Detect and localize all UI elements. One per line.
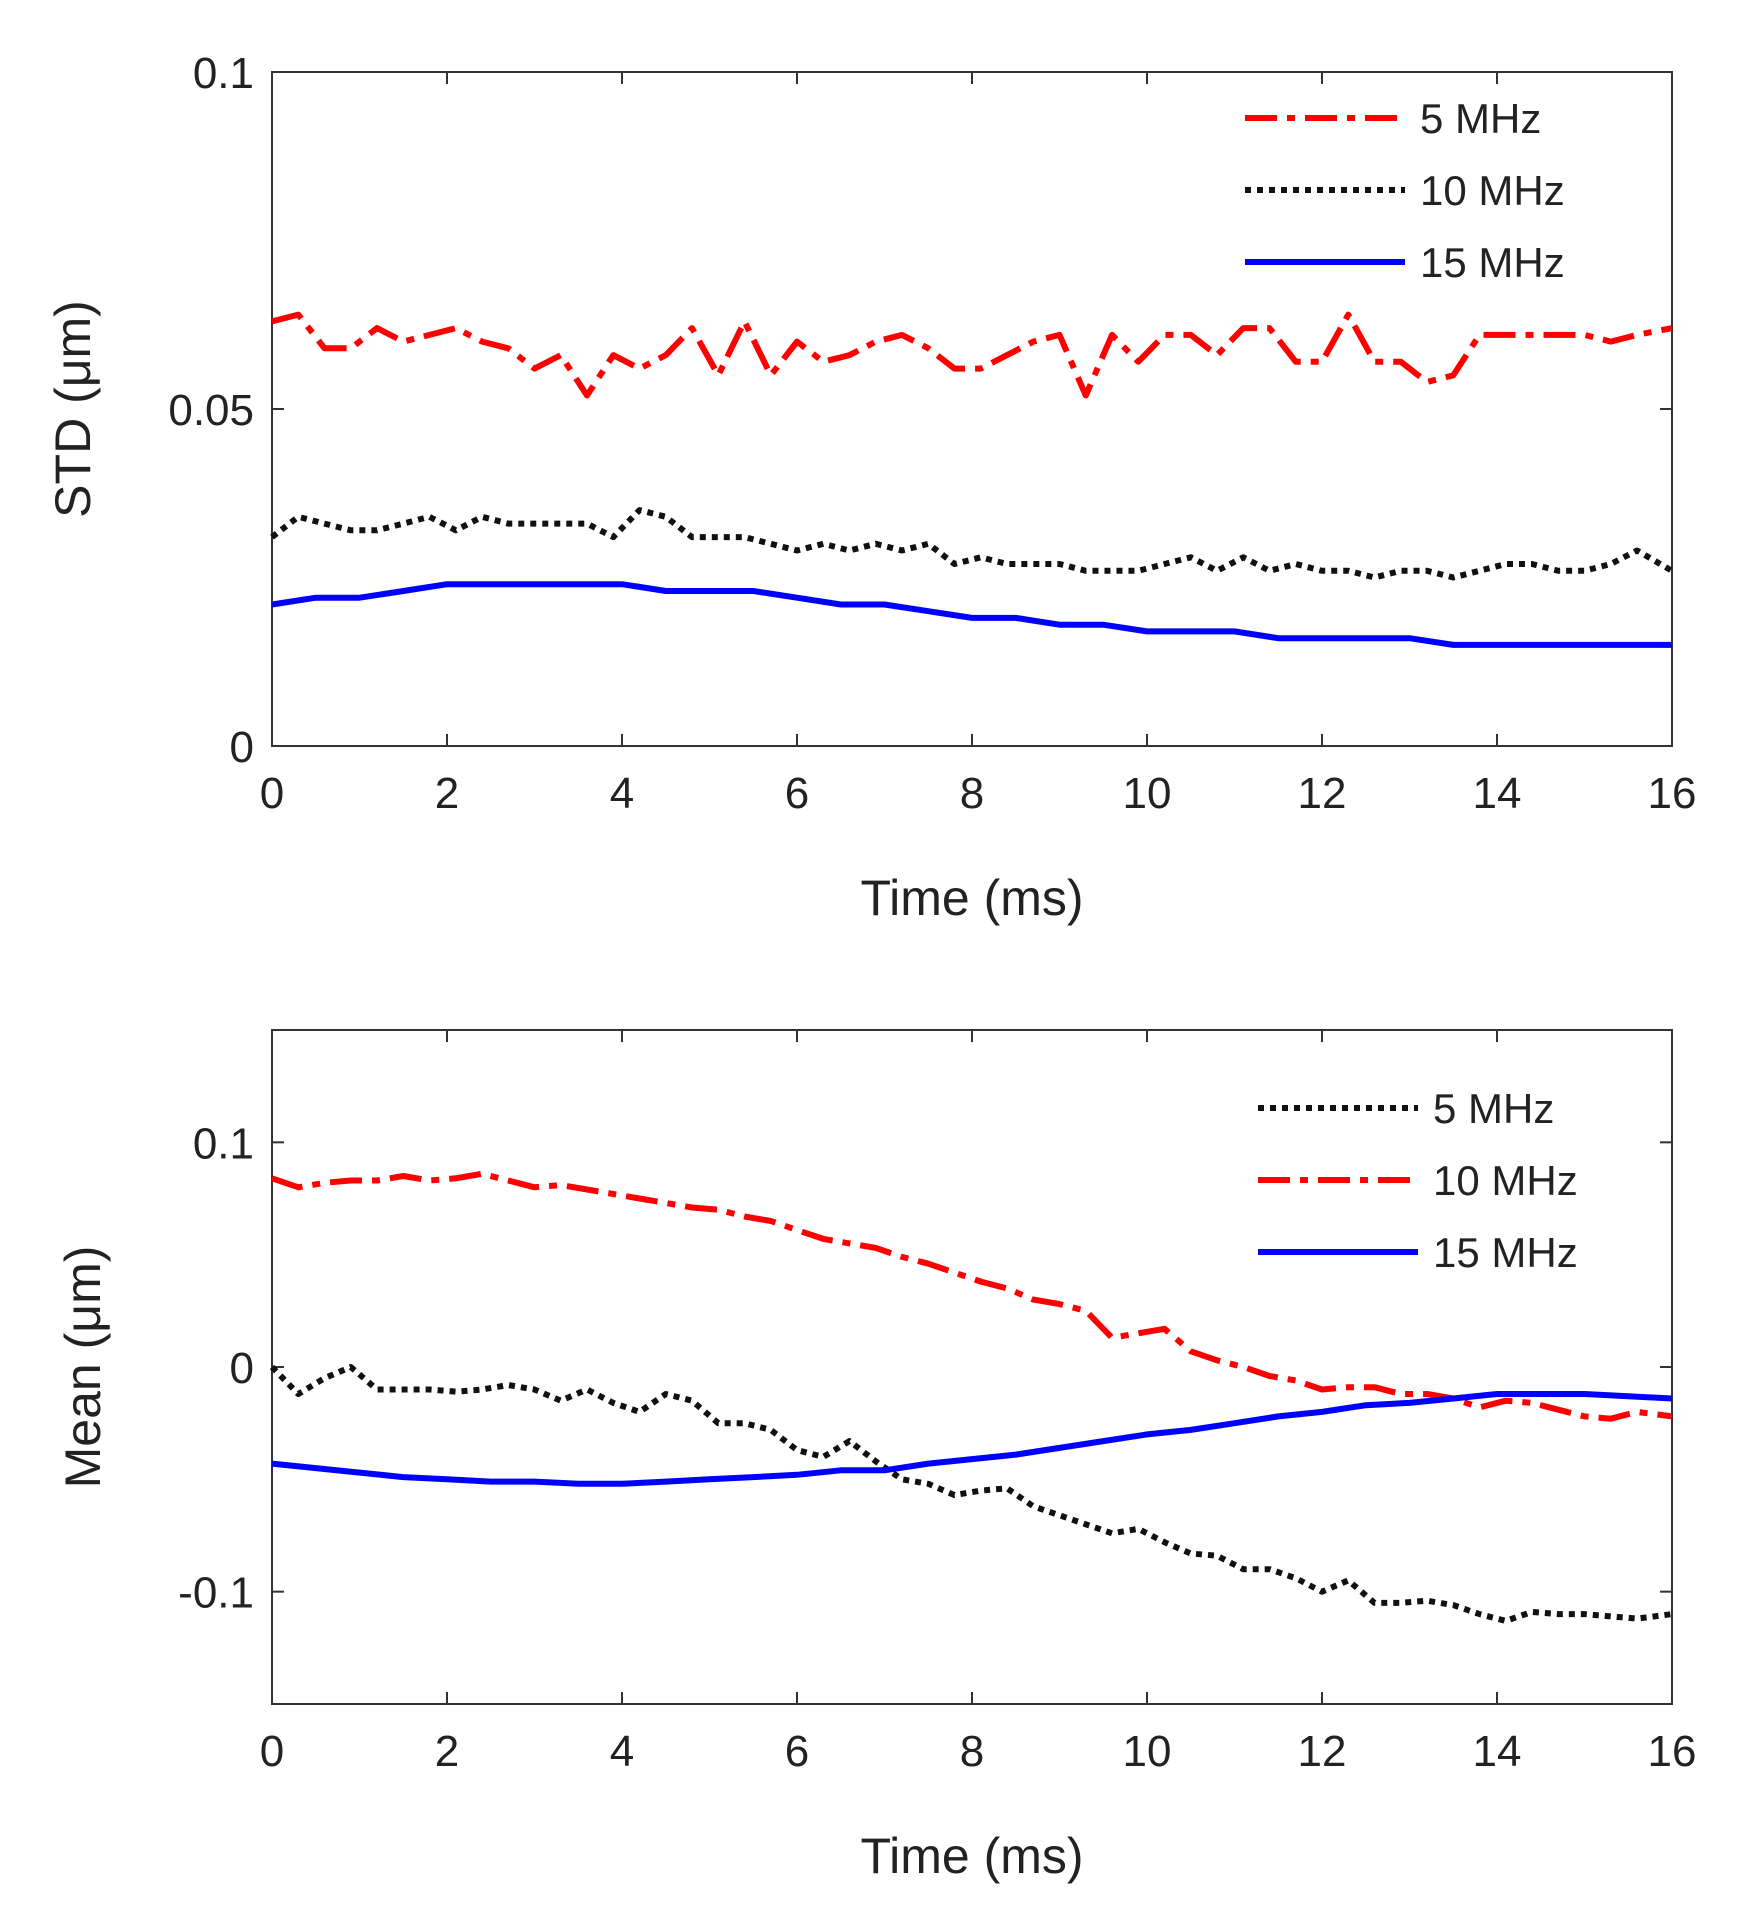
mean-x-axis-title: Time (ms) (860, 1828, 1083, 1884)
mean-series-line-15-mhz (271, 1391, 1673, 1487)
mean-chart: 0 2 4 6 8 10 12 14 16 -0.1 0 0.1 Time (ms) Mean (μm… (55, 1029, 1696, 1884)
std-x-tick-label: 12 (1298, 769, 1347, 818)
mean-y-axis-title: Mean (μm) (55, 1246, 111, 1489)
mean-legend-label: 15 MHz (1433, 1229, 1578, 1276)
std-series-lines (270, 311, 1674, 648)
mean-y-tick-label: 0.1 (193, 1119, 254, 1168)
mean-legend-label: 10 MHz (1433, 1157, 1578, 1204)
mean-legend: 5 MHz 10 MHz 15 MHz (1258, 1085, 1578, 1276)
std-x-tick-label: 8 (960, 769, 984, 818)
mean-series-line-10-mhz (271, 1170, 1673, 1422)
std-chart: 0 2 4 6 8 10 12 14 16 0 0.05 0.1 Time (ms) STD (μm)… (45, 49, 1696, 926)
std-x-axis-title: Time (ms) (860, 870, 1083, 926)
std-x-tick-label: 0 (260, 769, 284, 818)
mean-x-tick-label: 8 (960, 1727, 984, 1776)
std-y-tick-label: 0.1 (193, 49, 254, 98)
std-x-tick-label: 14 (1473, 769, 1522, 818)
mean-series-lines (269, 1170, 1673, 1624)
std-legend-label: 5 MHz (1420, 95, 1541, 142)
std-x-tick-label: 6 (785, 769, 809, 818)
mean-x-tick-label: 10 (1123, 1727, 1172, 1776)
std-legend-label: 15 MHz (1420, 239, 1565, 286)
std-legend-label: 10 MHz (1420, 167, 1565, 214)
std-x-tick-label: 10 (1123, 769, 1172, 818)
mean-ticks: 0 2 4 6 8 10 12 14 16 -0.1 0 0.1 (178, 1030, 1696, 1776)
std-x-tick-label: 2 (435, 769, 459, 818)
std-ticks: 0 2 4 6 8 10 12 14 16 0 0.05 0.1 (168, 49, 1696, 818)
std-y-axis-title: STD (μm) (45, 300, 101, 518)
std-series-line-5-mhz (271, 311, 1673, 399)
mean-x-tick-label: 16 (1648, 1727, 1697, 1776)
std-x-tick-label: 16 (1648, 769, 1697, 818)
mean-series-line-5-mhz (269, 1364, 1673, 1624)
std-y-tick-label: 0 (230, 723, 254, 772)
std-series-line-10-mhz (270, 507, 1674, 581)
std-legend: 5 MHz 10 MHz 15 MHz (1245, 95, 1565, 286)
mean-x-tick-label: 12 (1298, 1727, 1347, 1776)
std-x-tick-label: 4 (610, 769, 634, 818)
mean-y-tick-label: 0 (230, 1344, 254, 1393)
mean-y-tick-label: -0.1 (178, 1569, 254, 1618)
mean-x-tick-label: 6 (785, 1727, 809, 1776)
mean-legend-label: 5 MHz (1433, 1085, 1554, 1132)
mean-x-tick-label: 0 (260, 1727, 284, 1776)
mean-x-tick-label: 2 (435, 1727, 459, 1776)
mean-x-tick-label: 4 (610, 1727, 634, 1776)
std-series-line-15-mhz (271, 581, 1672, 648)
mean-x-tick-label: 14 (1473, 1727, 1522, 1776)
std-y-tick-label: 0.05 (168, 386, 254, 435)
